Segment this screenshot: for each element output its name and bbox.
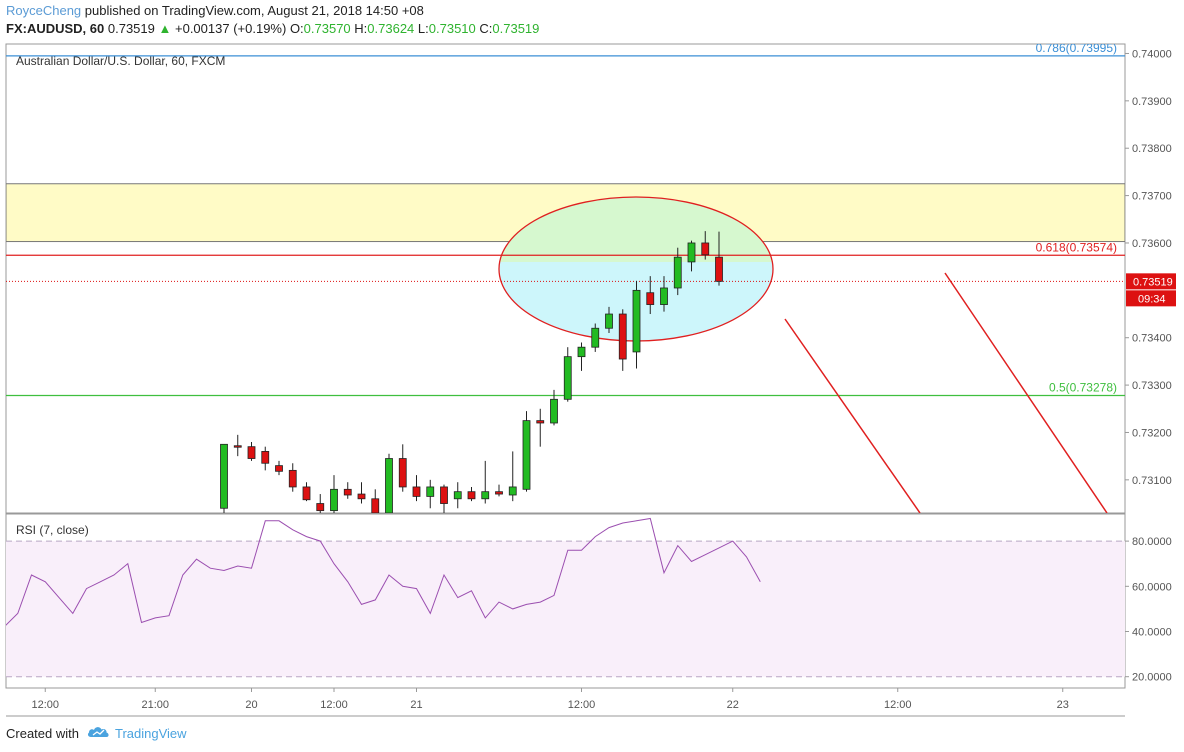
rsi-tick-label: 60.0000 bbox=[1132, 581, 1172, 593]
candle-body bbox=[550, 398, 558, 424]
candle-body bbox=[536, 420, 545, 424]
tradingview-cloud-icon[interactable] bbox=[87, 725, 111, 742]
high-label: H: bbox=[354, 21, 368, 36]
time-tick-label: 23 bbox=[1057, 699, 1069, 711]
candle-body bbox=[481, 491, 490, 500]
candle-body bbox=[398, 458, 407, 488]
close-label: C: bbox=[479, 21, 493, 36]
open-value: 0.73570 bbox=[303, 21, 351, 36]
price-tick-label: 0.73600 bbox=[1132, 238, 1172, 250]
low-value: 0.73510 bbox=[428, 21, 476, 36]
candle-body bbox=[220, 443, 228, 509]
candle-body bbox=[673, 256, 682, 289]
candle-body bbox=[687, 242, 696, 263]
countdown-tag-label: 09:34 bbox=[1138, 293, 1166, 305]
candle-body bbox=[385, 458, 393, 513]
candle-body bbox=[288, 469, 297, 488]
rsi-content bbox=[6, 517, 1125, 678]
rsi-line bbox=[6, 517, 761, 626]
projection-line-1 bbox=[784, 318, 921, 513]
price-tick-label: 0.73100 bbox=[1132, 475, 1172, 487]
price-tick-label: 0.73300 bbox=[1132, 380, 1172, 392]
change-value: +0.00137 (+0.19%) bbox=[175, 21, 287, 36]
candle-body bbox=[591, 327, 600, 348]
time-tick-label: 12:00 bbox=[31, 699, 59, 711]
symbol-label: FX:AUDUSD, 60 bbox=[6, 21, 105, 36]
price-tick-label: 0.74000 bbox=[1132, 48, 1172, 60]
candle-body bbox=[302, 486, 311, 501]
rsi-band-fill bbox=[6, 541, 1125, 677]
rsi-tick-label: 40.0000 bbox=[1132, 627, 1172, 639]
candle-body bbox=[440, 486, 448, 504]
change-arrow-icon: ▲ bbox=[158, 21, 172, 36]
last-price-tag bbox=[1126, 273, 1176, 290]
candle-body bbox=[522, 420, 531, 490]
publish-info: RoyceCheng published on TradingView.com,… bbox=[6, 3, 424, 18]
candle-body bbox=[646, 292, 655, 305]
candle-body bbox=[371, 498, 380, 513]
fib-label-2: 0.5(0.73278) bbox=[1049, 381, 1117, 395]
low-label: L: bbox=[417, 21, 429, 36]
rsi-tick-label: 80.0000 bbox=[1132, 536, 1172, 548]
candle-body bbox=[563, 356, 572, 400]
time-tick-label: 20 bbox=[245, 699, 257, 711]
high-value: 0.73624 bbox=[367, 21, 415, 36]
rsi-tick-label: 20.0000 bbox=[1132, 672, 1172, 684]
price-tick-label: 0.73900 bbox=[1132, 96, 1172, 108]
projection-line-2 bbox=[944, 272, 1108, 513]
author-link[interactable]: RoyceCheng bbox=[6, 3, 82, 18]
candle-body bbox=[467, 491, 476, 500]
rsi-pane-title: RSI (7, close) bbox=[16, 523, 89, 537]
time-tick-label: 21:00 bbox=[141, 699, 169, 711]
candle-body bbox=[453, 491, 462, 500]
open-label: O: bbox=[289, 21, 304, 36]
candle-body bbox=[577, 346, 586, 358]
candle-body bbox=[247, 446, 256, 459]
candle-body bbox=[618, 313, 627, 360]
price-tick-label: 0.73700 bbox=[1132, 191, 1172, 203]
candle-body bbox=[701, 242, 710, 256]
last-price: 0.73519 bbox=[107, 21, 155, 36]
candle-body bbox=[495, 491, 503, 495]
tradingview-brand-link[interactable]: TradingView bbox=[114, 726, 187, 741]
symbol-info: FX:AUDUSD, 60 0.73519 ▲ +0.00137 (+0.19%… bbox=[6, 21, 539, 36]
price-pane-title: Australian Dollar/U.S. Dollar, 60, FXCM bbox=[16, 54, 225, 68]
price-tick-label: 0.73200 bbox=[1132, 427, 1172, 439]
candle-body bbox=[426, 486, 435, 497]
candle-body bbox=[508, 486, 517, 496]
candle-body bbox=[330, 488, 338, 512]
candle-body bbox=[632, 289, 641, 353]
close-value: 0.73519 bbox=[492, 21, 540, 36]
fib-label-1: 0.618(0.73574) bbox=[1036, 240, 1117, 254]
candle-body bbox=[412, 486, 421, 497]
time-tick-label: 12:00 bbox=[568, 699, 596, 711]
fib-label-0: 0.786(0.73995) bbox=[1036, 41, 1117, 55]
price-tick-label: 0.73400 bbox=[1132, 333, 1172, 345]
created-with-text: Created with bbox=[6, 726, 79, 741]
candle-body bbox=[357, 493, 366, 500]
candle-body bbox=[316, 503, 325, 512]
last-price-tag-label: 0.73519 bbox=[1133, 276, 1173, 288]
time-tick-label: 12:00 bbox=[320, 699, 348, 711]
candle-body bbox=[660, 287, 668, 305]
candle-body bbox=[343, 488, 352, 496]
candle-body bbox=[233, 445, 242, 448]
price-tick-label: 0.73800 bbox=[1132, 143, 1172, 155]
time-tick-label: 22 bbox=[727, 699, 739, 711]
candle-body bbox=[275, 465, 283, 472]
candle-body bbox=[261, 451, 270, 464]
countdown-tag bbox=[1126, 290, 1176, 307]
time-tick-label: 12:00 bbox=[884, 699, 912, 711]
candle-body bbox=[605, 313, 613, 329]
price-content: 0.786(0.73995) 0.618(0.73574) 0.5(0.73278) bbox=[6, 41, 1125, 513]
footer: Created with TradingView bbox=[6, 725, 187, 742]
time-tick-label: 21 bbox=[410, 699, 422, 711]
candle-body bbox=[715, 256, 723, 282]
publish-text: published on TradingView.com, August 21,… bbox=[84, 3, 424, 18]
